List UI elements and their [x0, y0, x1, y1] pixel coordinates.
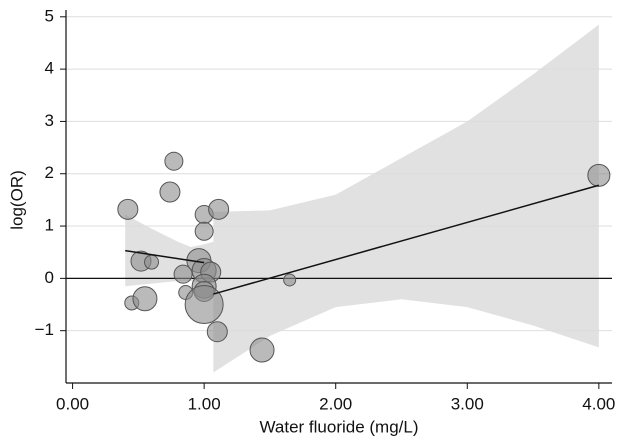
bubble [208, 198, 230, 220]
bubble [117, 198, 139, 220]
bubble [144, 254, 160, 270]
fit-line [125, 249, 205, 264]
y-tick-label: −1 [35, 320, 54, 339]
bubble [159, 181, 181, 203]
x-tick-label: 3.00 [451, 394, 484, 413]
y-axis-label: log(OR) [7, 170, 26, 230]
y-tick-label: 2 [45, 163, 54, 182]
y-tick-label: 4 [45, 59, 54, 78]
confidence-band [213, 24, 599, 373]
bubble [283, 273, 297, 287]
bubble [194, 221, 214, 241]
bubble [173, 264, 193, 284]
bubble [587, 163, 611, 187]
bubble [132, 286, 158, 312]
y-tick-label: 5 [45, 6, 54, 25]
y-tick-label: 1 [45, 216, 54, 235]
y-tick-label: 0 [45, 268, 54, 287]
x-tick-label: 2.00 [319, 394, 352, 413]
x-axis-label: Water fluoride (mg/L) [259, 417, 418, 436]
bubble [206, 321, 228, 343]
bubble [164, 151, 184, 171]
bubble [184, 285, 224, 325]
x-tick-label: 0.00 [56, 394, 89, 413]
x-tick-label: 4.00 [582, 394, 615, 413]
bubble [249, 337, 275, 363]
fit-line [213, 184, 600, 295]
x-tick-label: 1.00 [188, 394, 221, 413]
y-tick-label: 3 [45, 111, 54, 130]
